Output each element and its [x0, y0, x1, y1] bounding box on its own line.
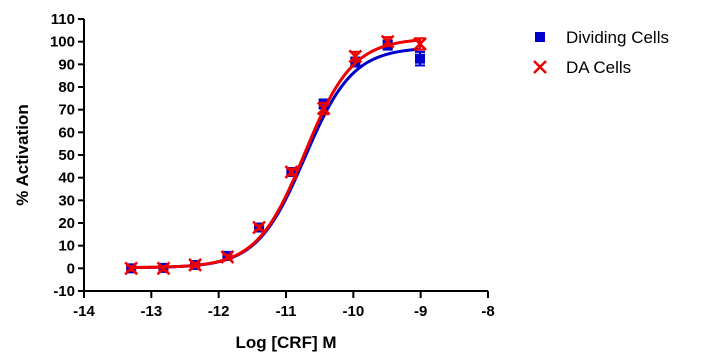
data-point-stroke — [188, 258, 202, 272]
data-point-stroke — [156, 261, 171, 276]
data-point — [156, 261, 171, 276]
series-dividing-cells — [126, 39, 425, 274]
y-tick-label: 40 — [58, 170, 75, 187]
y-tick-label: 90 — [58, 56, 75, 73]
x-tick-label: -13 — [140, 303, 162, 320]
x-tick-label: -11 — [276, 303, 297, 320]
x-tick-label: -14 — [73, 303, 95, 320]
legend-label: DA Cells — [566, 58, 631, 77]
y-tick-label: 0 — [67, 260, 75, 277]
x-axis-title: Log [CRF] M — [235, 333, 336, 352]
y-tick-label: 20 — [58, 215, 75, 232]
data-point — [380, 34, 395, 49]
y-tick-label: 60 — [58, 124, 75, 141]
data-point — [413, 37, 427, 51]
x-tick-label: -9 — [414, 303, 427, 320]
fit-curve — [131, 38, 421, 269]
y-tick-label: 10 — [58, 238, 75, 255]
legend-item-da-cells: DA Cells — [533, 58, 631, 77]
data-point — [348, 49, 363, 64]
x-ticks: -14 -13 -12 -11 -10 -9 -8 — [73, 291, 495, 320]
data-point — [252, 220, 266, 235]
fit-curve — [131, 47, 421, 269]
y-tick-label: 50 — [58, 147, 75, 164]
x-tick-label: -8 — [481, 303, 494, 320]
data-point — [414, 53, 425, 64]
y-tick-label: 70 — [58, 102, 75, 119]
legend-item-dividing-cells: Dividing Cells — [535, 28, 669, 47]
y-tick-label: 80 — [58, 79, 75, 96]
data-point-stroke — [124, 261, 139, 276]
legend-label: Dividing Cells — [566, 28, 669, 47]
data-point-stroke — [413, 37, 427, 51]
data-point-stroke — [252, 220, 266, 235]
x-tick-label: -10 — [342, 303, 364, 320]
axes — [83, 19, 488, 292]
data-point — [533, 60, 547, 74]
data-point — [316, 101, 331, 116]
y-tick-label: 110 — [51, 11, 75, 28]
data-point-stroke — [220, 250, 235, 264]
series-da-cells — [124, 34, 427, 276]
data-point — [188, 258, 202, 272]
data-point-stroke — [533, 60, 547, 74]
data-point-stroke — [316, 101, 331, 116]
data-point-stroke — [380, 34, 395, 49]
y-tick-label: 30 — [58, 192, 75, 209]
data-point — [284, 165, 299, 179]
x-tick-label: -12 — [208, 303, 230, 320]
y-tick-label: -10 — [53, 283, 75, 300]
data-point — [535, 32, 545, 42]
y-axis-title: % Activation — [13, 104, 32, 205]
plot-area — [124, 34, 427, 276]
data-point — [220, 250, 235, 264]
data-point-stroke — [348, 49, 363, 64]
legend: Dividing Cells DA Cells — [533, 28, 669, 77]
y-tick-label: 100 — [50, 34, 75, 51]
data-point — [124, 261, 139, 276]
y-ticks: -10 0 10 20 30 40 50 60 70 80 90 100 110 — [50, 11, 84, 300]
data-point-stroke — [284, 165, 299, 179]
